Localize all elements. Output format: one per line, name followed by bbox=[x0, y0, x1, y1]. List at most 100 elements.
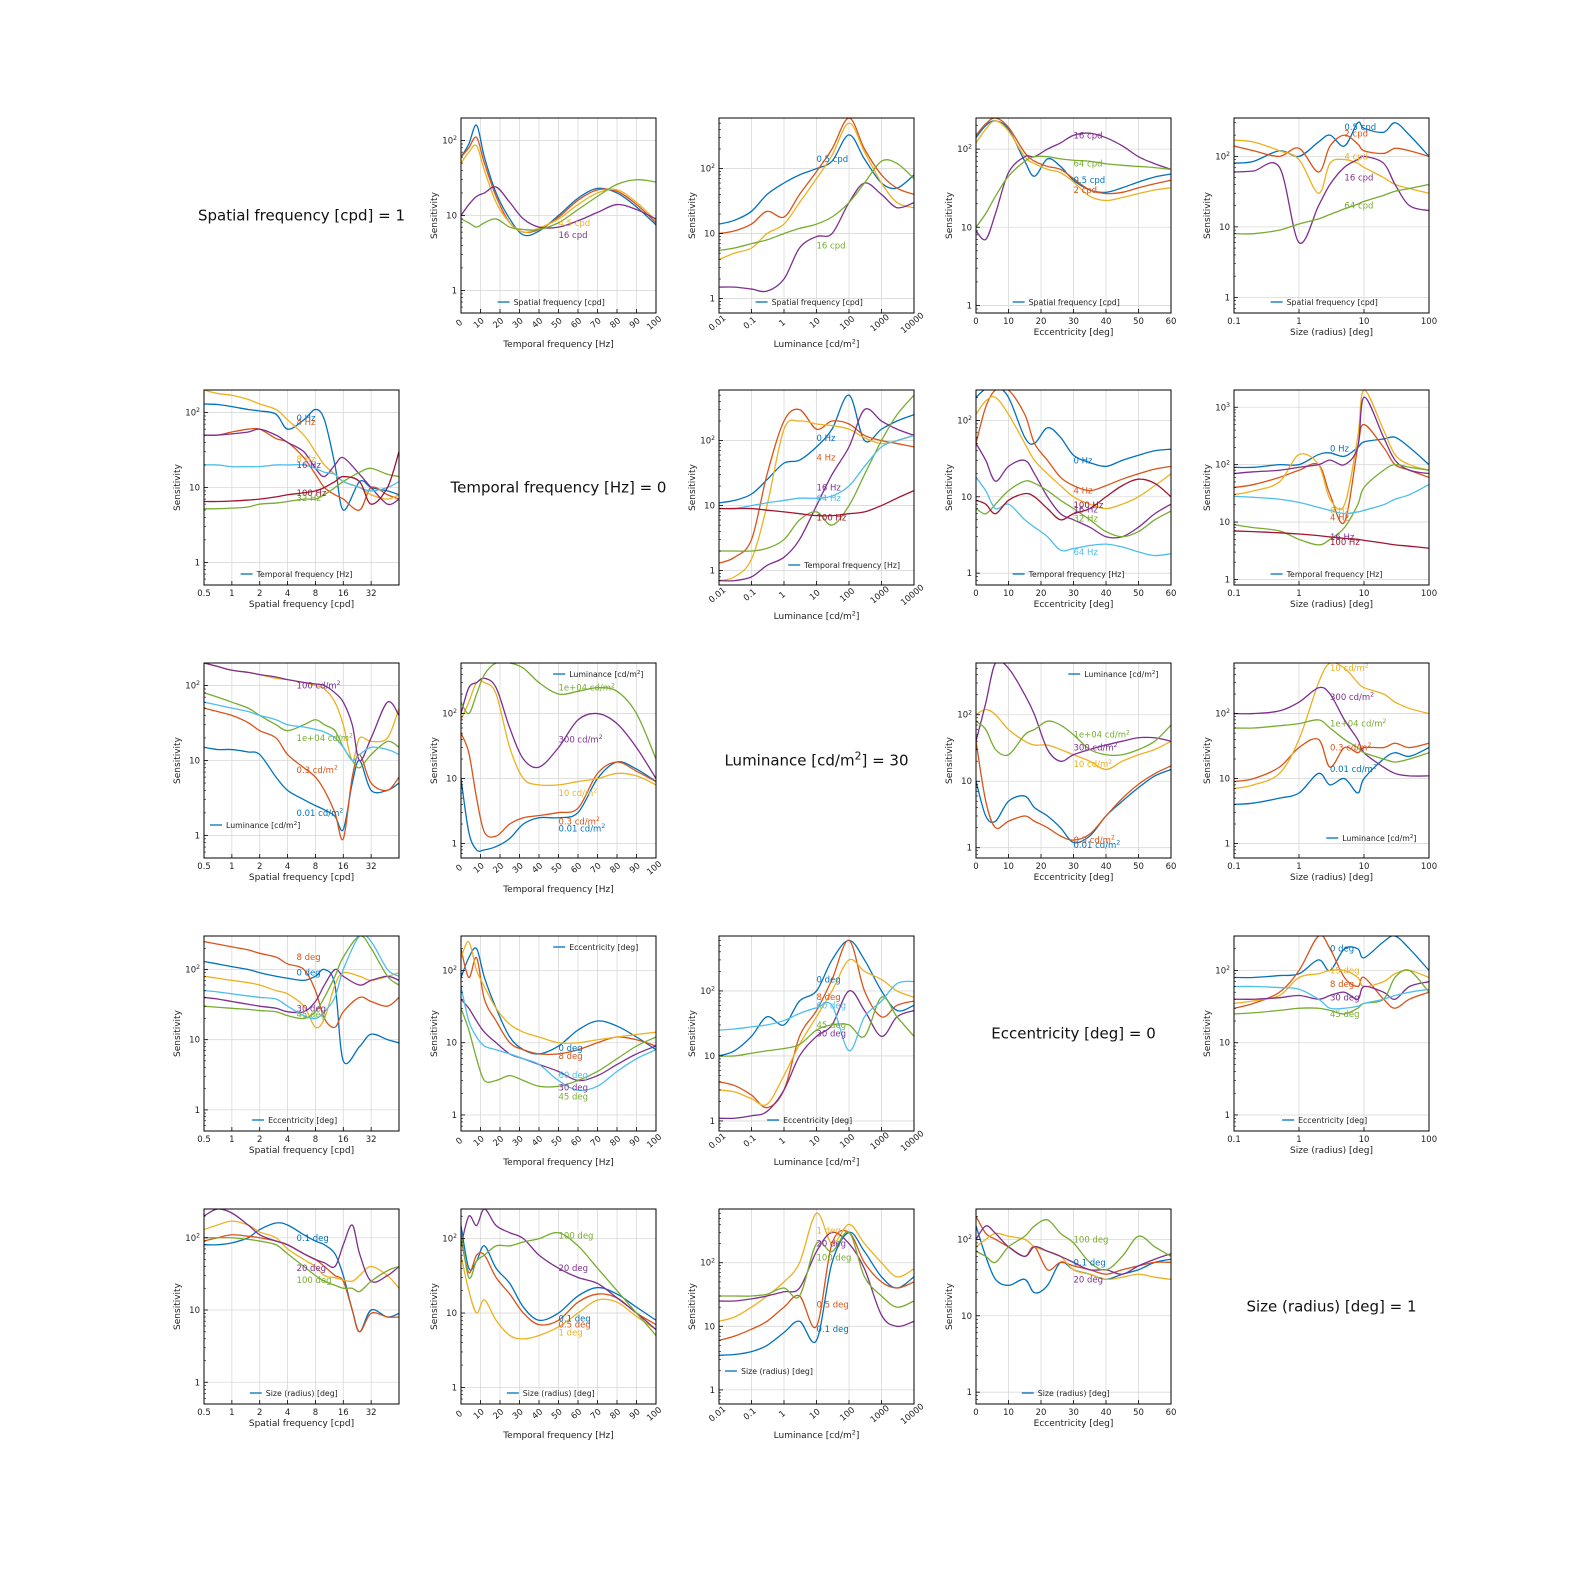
series-label-1-deg: 1 deg bbox=[817, 1227, 841, 1237]
y-axis-label: Sensitivity bbox=[688, 1009, 698, 1057]
series-line-64-cpd bbox=[719, 159, 914, 252]
series-label-2-cpd: 2 cpd bbox=[1074, 186, 1098, 196]
y-axis-label: Sensitivity bbox=[173, 736, 183, 784]
x-tick-label: 8 bbox=[313, 862, 318, 872]
series-group bbox=[204, 663, 399, 841]
x-tick-label: 40 bbox=[1101, 862, 1112, 872]
series-line-16-hz bbox=[204, 428, 399, 506]
series-label-45-deg: 45 deg bbox=[1330, 1010, 1360, 1020]
series-line-64-hz bbox=[1234, 483, 1429, 515]
series-group bbox=[461, 1209, 656, 1340]
x-tick-label: 60 bbox=[1166, 862, 1177, 872]
y-tick-label: 102 bbox=[957, 144, 972, 155]
y-tick-label: 10 bbox=[189, 757, 200, 767]
x-tick-label: 100 bbox=[645, 859, 664, 877]
series-label-300-cd-m2: 300 cd/m2 bbox=[559, 734, 603, 745]
legend: Temporal frequency [Hz] bbox=[1012, 570, 1124, 579]
y-tick-label: 102 bbox=[1215, 151, 1230, 162]
series-label-15-deg: 15 deg bbox=[1330, 966, 1360, 976]
x-tick-label: 2 bbox=[257, 589, 262, 599]
series-label-30-deg: 30 deg bbox=[297, 1004, 327, 1014]
legend: Luminance [cd/m2] bbox=[1068, 670, 1158, 679]
series-label-0-5-deg: 0.5 deg bbox=[817, 1301, 849, 1311]
series-label-0-1-deg: 0.1 deg bbox=[817, 1325, 849, 1335]
x-tick-label: 10 bbox=[808, 1407, 823, 1422]
x-tick-label: 1 bbox=[777, 318, 788, 329]
series-line-64-hz bbox=[976, 476, 1171, 557]
x-tick-label: 2 bbox=[257, 862, 262, 872]
x-tick-label: 10 bbox=[1359, 1135, 1370, 1145]
x-axis-label: Temporal frequency [Hz] bbox=[502, 340, 614, 350]
series-line-0-3-cd-m2 bbox=[204, 707, 399, 841]
series-line-16-cpd bbox=[976, 132, 1171, 241]
x-tick-label: 10 bbox=[808, 1134, 823, 1149]
x-tick-label: 40 bbox=[1101, 317, 1112, 327]
series-line-16-hz bbox=[976, 443, 1171, 539]
x-tick-label: 90 bbox=[628, 1134, 643, 1149]
y-axis-label: Sensitivity bbox=[430, 736, 440, 784]
y-axis-label: Sensitivity bbox=[945, 463, 955, 511]
y-axis-label: Sensitivity bbox=[688, 1282, 698, 1330]
x-tick-label: 10 bbox=[1003, 589, 1014, 599]
subplot-r2-c4: 10 cd/m2 300 cd/m2 1e+04 cd/m2 0.3 cd/m2 0.0… bbox=[1203, 662, 1437, 883]
x-axis-label: Luminance [cd/m2] bbox=[774, 337, 860, 350]
legend-label: Eccentricity [deg] bbox=[783, 1116, 852, 1125]
y-tick-label: 1 bbox=[195, 1106, 200, 1116]
x-tick-label: 4 bbox=[285, 589, 290, 599]
plot-frame bbox=[203, 935, 400, 1132]
x-tick-label: 10 bbox=[1003, 1408, 1014, 1418]
y-tick-label: 1 bbox=[710, 1386, 715, 1396]
x-tick-label: 0 bbox=[454, 318, 465, 329]
y-tick-label: 1 bbox=[710, 567, 715, 577]
series-line-4-cpd bbox=[719, 122, 914, 261]
series-label-8-hz: 8 Hz bbox=[297, 455, 317, 465]
series-label-8-hz: 8 Hz bbox=[1330, 506, 1350, 516]
x-tick-label: 50 bbox=[1133, 589, 1144, 599]
x-tick-label: 0 bbox=[454, 863, 465, 874]
y-tick-label: 10 bbox=[704, 230, 715, 240]
series-label-20-deg: 20 deg bbox=[297, 1264, 327, 1274]
x-tick-label: 0 bbox=[973, 862, 978, 872]
x-tick-label: 30 bbox=[1068, 862, 1079, 872]
legend: Size (radius) [deg] bbox=[1021, 1389, 1110, 1398]
y-tick-label: 10 bbox=[189, 1306, 200, 1316]
series-line-15-deg bbox=[719, 958, 914, 1107]
diagonal-title-2: Luminance [cd/m2] = 30 bbox=[724, 750, 908, 770]
series-line-100-deg bbox=[204, 1236, 399, 1293]
series-label-100-hz: 100 Hz bbox=[817, 514, 847, 524]
y-tick-label: 10 bbox=[704, 1322, 715, 1332]
series-group bbox=[976, 390, 1171, 557]
series-label-4-hz: 4 Hz bbox=[297, 418, 317, 428]
series-line-0-hz bbox=[719, 394, 914, 504]
series-line-300-cd-m2 bbox=[204, 663, 399, 762]
y-tick-label: 10 bbox=[446, 212, 457, 222]
legend-label: Temporal frequency [Hz] bbox=[1286, 570, 1383, 579]
x-tick-label: 1 bbox=[777, 590, 788, 601]
series-line-45-deg bbox=[204, 936, 399, 1020]
y-tick-label: 102 bbox=[442, 1233, 457, 1244]
x-tick-label: 0 bbox=[973, 317, 978, 327]
series-label-0-5-deg: 0.5 deg bbox=[559, 1321, 591, 1331]
series-line-10-cd-m2 bbox=[976, 708, 1171, 771]
y-tick-label: 102 bbox=[442, 708, 457, 719]
x-tick-label: 8 bbox=[313, 589, 318, 599]
y-tick-label: 102 bbox=[700, 1257, 715, 1268]
legend-label: Size (radius) [deg] bbox=[1038, 1389, 1110, 1398]
subplot-r3-c4: 0 deg 15 deg 8 deg 30 deg 45 deg 1 10 102 0.1 1 10… bbox=[1203, 935, 1437, 1156]
x-tick-label: 50 bbox=[550, 861, 565, 876]
x-tick-label: 0.1 bbox=[742, 587, 759, 603]
x-tick-label: 10 bbox=[1359, 589, 1370, 599]
series-label-45-deg: 45 deg bbox=[297, 1010, 327, 1020]
y-axis-label: Sensitivity bbox=[945, 1282, 955, 1330]
series-line-0-deg bbox=[719, 939, 914, 1057]
series-line-0-01-cd-m2 bbox=[976, 768, 1171, 844]
x-tick-label: 50 bbox=[1133, 862, 1144, 872]
series-line-8-hz bbox=[1234, 390, 1429, 510]
x-tick-label: 20 bbox=[491, 861, 506, 876]
x-tick-label: 16 bbox=[338, 1135, 349, 1145]
x-tick-label: 50 bbox=[550, 1407, 565, 1422]
y-tick-label: 102 bbox=[700, 163, 715, 174]
